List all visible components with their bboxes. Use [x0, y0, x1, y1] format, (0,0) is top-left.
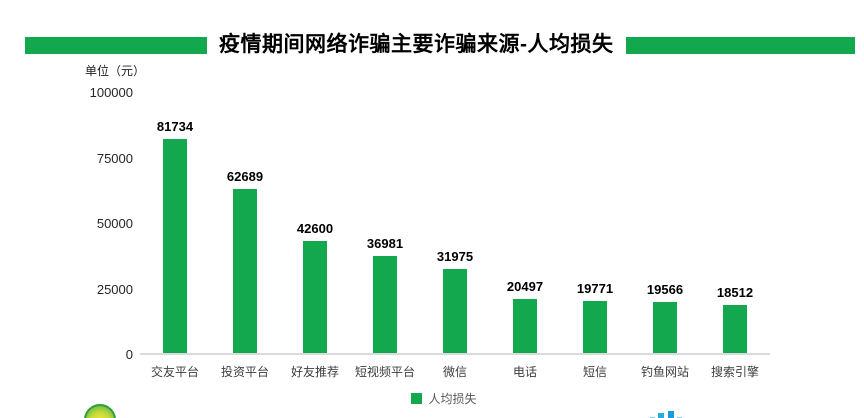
bar-value-label: 81734 — [156, 118, 194, 134]
x-axis-category-label: 电话 — [512, 365, 537, 379]
partial-blue-logo-icon — [650, 409, 688, 418]
bar-微信 — [443, 269, 467, 353]
y-axis-tick-label: 100000 — [89, 85, 133, 100]
legend: 人均损失 — [12, 390, 864, 407]
title-decoration-bar-right — [625, 36, 855, 54]
y-axis-unit-label: 单位（元） — [85, 64, 146, 78]
bar-交友平台 — [163, 138, 187, 353]
page-title: 疫情期间网络诈骗主要诈骗来源-人均损失 — [219, 33, 614, 56]
x-axis-category-label: 短信 — [582, 365, 607, 379]
bar-搜索引擎 — [723, 304, 747, 353]
bar-slot: 31975 微信 — [420, 93, 490, 379]
bar-value-label: 20497 — [506, 279, 544, 295]
bar-value-label: 19771 — [576, 281, 614, 297]
bar-slot: 20497 电话 — [490, 93, 560, 379]
bar-slot: 19566 钓鱼网站 — [630, 93, 700, 379]
bar-投资平台 — [233, 188, 257, 353]
bar-value-label: 62689 — [226, 168, 264, 184]
plot-area: 81734 交友平台 62689 投资平台 42600 好友推荐 36981 短视频平台 319… — [140, 93, 770, 380]
bar-短视频平台 — [373, 256, 397, 353]
y-axis: 0 25000 50000 75000 100000 — [40, 0, 133, 418]
bar-slot: 62689 投资平台 — [210, 93, 280, 379]
x-axis-category-label: 交友平台 — [150, 365, 199, 379]
chart-header: 疫情期间网络诈骗主要诈骗来源-人均损失 — [25, 33, 855, 56]
bar-电话 — [513, 299, 537, 353]
x-axis-category-label: 好友推荐 — [290, 365, 339, 379]
bar-slot: 81734 交友平台 — [140, 93, 210, 379]
bar-value-label: 42600 — [296, 221, 334, 237]
bar-slot: 42600 好友推荐 — [280, 93, 350, 379]
bar-短信 — [583, 301, 607, 353]
bar-value-label: 36981 — [366, 236, 404, 252]
bar-好友推荐 — [303, 241, 327, 353]
x-axis-category-label: 钓鱼网站 — [640, 365, 689, 379]
x-axis-category-label: 投资平台 — [220, 365, 269, 379]
bar-value-label: 19566 — [646, 281, 684, 297]
bar-slot: 19771 短信 — [560, 93, 630, 379]
y-axis-tick-label: 25000 — [96, 281, 133, 297]
legend-label: 人均损失 — [428, 392, 477, 406]
legend-swatch-icon — [411, 393, 423, 404]
bar-钓鱼网站 — [653, 301, 677, 353]
bar-value-label: 18512 — [716, 284, 754, 300]
bar-value-label: 31975 — [436, 249, 474, 265]
bar-slot: 36981 短视频平台 — [350, 93, 420, 379]
y-axis-tick-label: 75000 — [96, 150, 133, 166]
title-decoration-bar-left — [25, 36, 207, 54]
y-axis-tick-label: 0 — [125, 347, 133, 362]
y-axis-tick-label: 50000 — [96, 216, 133, 231]
x-axis-category-label: 短视频平台 — [354, 365, 415, 379]
x-axis-category-label: 搜索引擎 — [710, 365, 759, 379]
bar-slot: 18512 搜索引擎 — [700, 93, 770, 380]
x-axis-category-label: 微信 — [442, 365, 467, 379]
